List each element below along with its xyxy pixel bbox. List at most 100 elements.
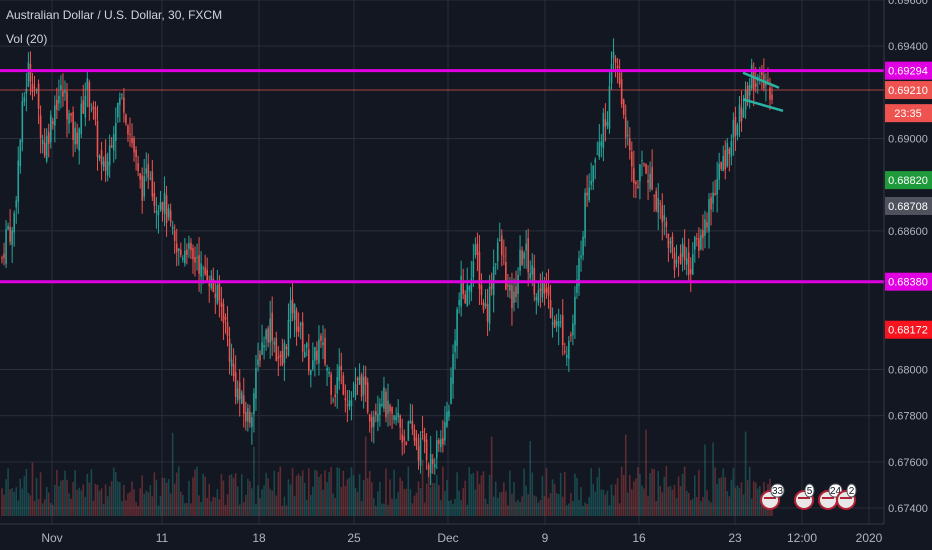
triangle-pattern[interactable] (742, 71, 784, 113)
volume-bar (271, 490, 274, 516)
candle-body (370, 416, 373, 428)
candle-body (767, 79, 769, 82)
volume-bar (578, 500, 580, 516)
volume-bar (440, 500, 442, 516)
volume-bar (691, 498, 694, 516)
candle-body (194, 257, 196, 263)
candle-body (513, 291, 515, 303)
volume-bar (631, 489, 633, 516)
volume-bar (173, 483, 176, 516)
volume-bar (208, 483, 211, 516)
volume-bar (312, 486, 314, 516)
candle-body (551, 322, 554, 325)
volume-bar (234, 473, 237, 516)
volume-bar (314, 469, 316, 516)
volume-bar (104, 484, 107, 516)
volume-bar (214, 497, 217, 516)
candle-body (188, 243, 190, 249)
horizontal-levels[interactable] (0, 69, 884, 284)
volume-bar (529, 440, 532, 516)
candle-body (121, 93, 123, 96)
candle-body (612, 51, 615, 59)
candle-body (637, 186, 639, 189)
candle-body (702, 230, 704, 238)
volume-indicator-label[interactable]: Vol (20) (6, 32, 48, 46)
candle-body (480, 285, 483, 296)
price-tick-label: 0.67400 (888, 503, 928, 515)
candle-body (29, 63, 32, 82)
candle-body (438, 440, 440, 444)
volume-bar (681, 473, 684, 516)
volume-bar (724, 477, 727, 516)
candle-body (423, 434, 426, 442)
volume-bar (232, 477, 235, 516)
candle-body (687, 252, 690, 275)
candle-body (66, 91, 68, 120)
candle-body (746, 85, 749, 101)
volume-bar (37, 499, 40, 516)
volume-bar (310, 495, 312, 516)
volume-bar (608, 505, 611, 516)
candle-body (653, 195, 655, 197)
candle-body (112, 134, 115, 151)
volume-bar (332, 493, 334, 516)
volume-bar (216, 489, 219, 516)
volume-bar (338, 468, 341, 516)
volume-bar (628, 475, 631, 516)
volume-bar (433, 483, 436, 516)
volume-bar (490, 436, 493, 516)
price-tag-label: 0.68708 (888, 201, 928, 213)
volume-bar (204, 476, 206, 516)
candle-body (56, 99, 58, 110)
candle-body (135, 149, 137, 158)
volume-bar (665, 466, 668, 516)
volume-bar (149, 485, 152, 516)
candle-body (78, 128, 81, 151)
volume-bar (754, 482, 757, 516)
candle-body (490, 283, 493, 290)
candle-body (123, 97, 125, 113)
volume-bar (673, 484, 676, 516)
volume-bar (698, 469, 700, 516)
volume-bar (419, 488, 422, 516)
flag-stripe-icon (764, 497, 776, 499)
candle-body (427, 464, 430, 470)
volume-bar (429, 487, 432, 516)
candle-body (68, 113, 70, 124)
candle-body (242, 395, 245, 414)
candle-body (505, 262, 507, 290)
candle-body (527, 238, 530, 273)
volume-bar (391, 498, 393, 516)
price-tick-label: 0.67800 (888, 411, 928, 423)
volume-bar (251, 488, 253, 516)
volume-bar (639, 473, 641, 516)
volume-bar (557, 493, 560, 516)
volume-bar (31, 462, 34, 516)
volume-bar (362, 479, 365, 516)
candle-body (590, 180, 592, 185)
candle-body (448, 410, 450, 417)
time-axis[interactable] (0, 524, 884, 550)
volume-bar (468, 467, 471, 516)
candle-body (84, 95, 87, 118)
volume-bar (47, 492, 50, 516)
candle-body (557, 321, 560, 327)
candle-body (681, 243, 684, 257)
volume-bar (696, 496, 698, 516)
volume-bar (511, 493, 513, 516)
candle-body (498, 239, 501, 242)
volume-bar (151, 496, 154, 516)
candle-body (342, 375, 345, 395)
candle-body (683, 246, 686, 261)
candle-body (58, 95, 60, 104)
candle-body (312, 360, 314, 370)
candle-body (293, 303, 296, 320)
economic-event-badges[interactable]: 33 5 24 2 (760, 483, 857, 510)
candle-body (645, 164, 647, 174)
volume-bar (236, 486, 239, 516)
candle-body (641, 159, 643, 161)
volume-bar (663, 476, 666, 516)
volume-bar (58, 486, 60, 516)
candle-body (326, 367, 328, 371)
